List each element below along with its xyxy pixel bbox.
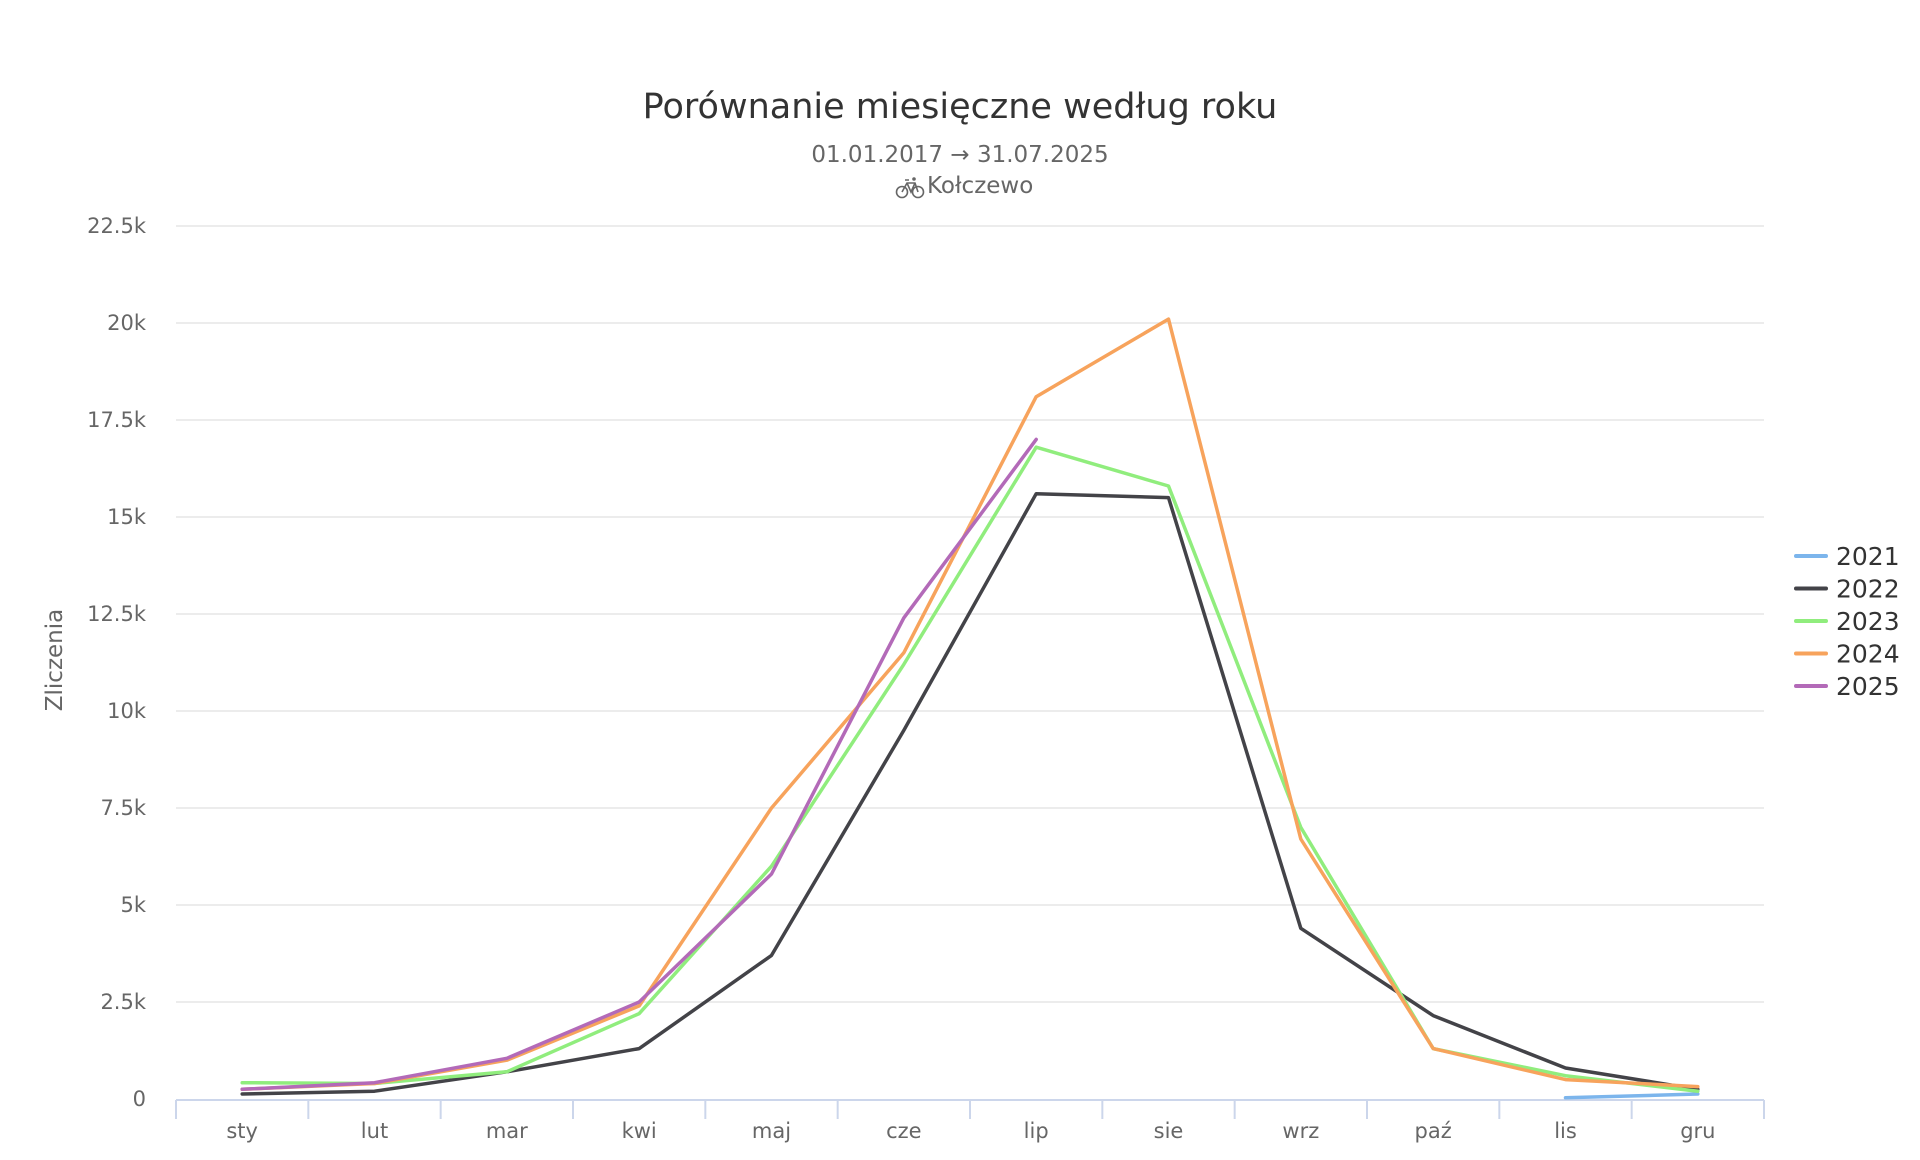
legend-item-2023[interactable]: 2023 [1794, 607, 1900, 636]
legend-label: 2022 [1836, 575, 1900, 604]
legend-item-2024[interactable]: 2024 [1794, 640, 1900, 669]
legend-item-2021[interactable]: 2021 [1794, 542, 1900, 571]
y-tick-label: 0 [133, 1087, 146, 1111]
legend-label: 2021 [1836, 542, 1900, 571]
x-tick-label: gru [1680, 1119, 1715, 1143]
y-tick-label: 12.5k [87, 602, 147, 626]
y-tick-label: 20k [107, 311, 147, 335]
y-tick-label: 5k [120, 893, 146, 917]
series-line-2024 [240, 317, 1700, 1092]
y-tick-label: 7.5k [100, 796, 146, 820]
legend-item-2022[interactable]: 2022 [1794, 575, 1900, 604]
series-line-2021 [1563, 1092, 1700, 1100]
x-tick-label: mar [486, 1119, 528, 1143]
x-tick-label: kwi [622, 1119, 657, 1143]
series-line-2025 [240, 437, 1038, 1092]
y-axis-ticks: 0 2.5k 5k 7.5k 10k 12.5k 15k 17.5k 20k 22.5k [87, 214, 147, 1111]
legend[interactable]: 2021 2022 2023 2024 2025 [1794, 542, 1900, 701]
x-tick-label: paź [1415, 1119, 1452, 1143]
x-axis: sty lut mar kwi maj cze lip sie wrz paź lis gru [175, 1099, 1765, 1143]
x-tick-label: cze [886, 1119, 922, 1143]
x-tick-label: lip [1024, 1119, 1049, 1143]
bicycle-icon [895, 177, 925, 199]
location-label: Kołczewo [895, 173, 1033, 199]
legend-label: 2024 [1836, 640, 1900, 669]
legend-item-2025[interactable]: 2025 [1794, 672, 1900, 701]
x-tick-label: sty [226, 1119, 258, 1143]
x-tick-label: lis [1554, 1119, 1577, 1143]
x-tick-label: wrz [1282, 1119, 1319, 1143]
series-line-2023 [240, 445, 1700, 1093]
legend-label: 2025 [1836, 672, 1900, 701]
y-tick-label: 10k [107, 699, 147, 723]
series-lines [240, 317, 1700, 1100]
chart-title: Porównanie miesięczne według roku [643, 87, 1278, 127]
y-axis-title: Zliczenia [42, 609, 68, 711]
y-tick-label: 15k [107, 505, 147, 529]
location-name: Kołczewo [927, 173, 1033, 199]
series-line-2022 [240, 491, 1700, 1096]
grid-lines [176, 225, 1764, 1003]
chart-subtitle: 01.01.2017 → 31.07.2025 [811, 142, 1108, 168]
y-tick-label: 17.5k [87, 408, 147, 432]
x-tick-label: lut [361, 1119, 388, 1143]
y-tick-label: 2.5k [100, 990, 146, 1014]
y-tick-label: 22.5k [87, 214, 147, 238]
legend-label: 2023 [1836, 607, 1900, 636]
x-tick-label: sie [1154, 1119, 1184, 1143]
x-tick-label: maj [752, 1119, 791, 1143]
